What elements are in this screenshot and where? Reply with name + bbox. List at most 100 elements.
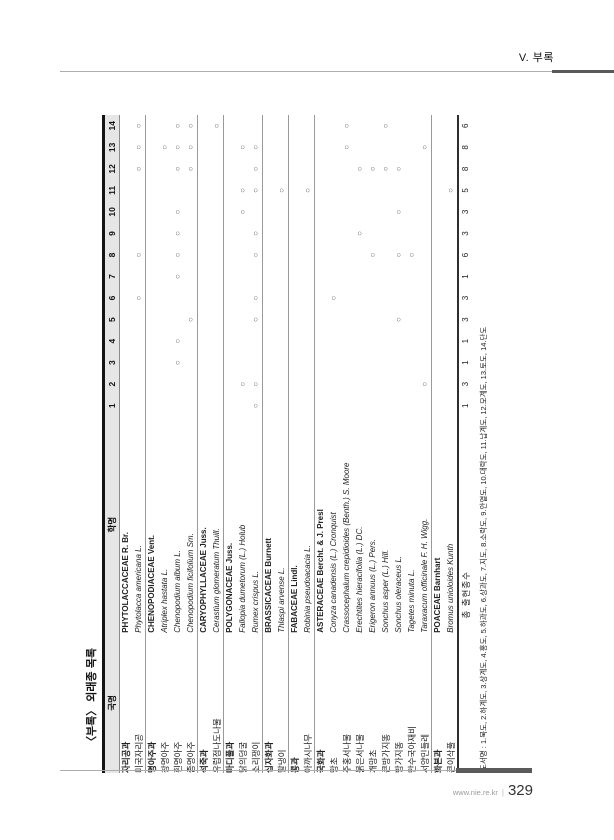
presence-mark-cell: [119, 179, 133, 202]
presence-mark-cell: [288, 115, 302, 137]
presence-mark-cell: [145, 179, 159, 202]
presence-mark-cell: [237, 266, 250, 288]
presence-mark-cell: ○: [355, 166, 364, 172]
korean-name-cell: 서양민들레: [419, 733, 430, 773]
species-row: 만수국아재비 Tagetes minuta L. ○: [406, 115, 419, 773]
presence-mark-cell: [445, 309, 458, 331]
scientific-name-cell: CARYOPHYLLACEAE Juss.: [197, 416, 211, 633]
presence-mark-cell: [445, 201, 458, 223]
presence-mark-cell: [119, 265, 133, 288]
col-header-scientific-name: 학명: [103, 416, 120, 633]
presence-mark-cell: [419, 266, 432, 288]
header-row: 국명 학명 1 2 3 4 5 6 7 8 9 10 11 12 13 14: [103, 115, 120, 773]
presence-mark-cell: [197, 330, 211, 352]
presence-mark-cell: [341, 309, 354, 331]
presence-mark-cell: [354, 395, 367, 417]
presence-mark-cell: [393, 115, 406, 137]
presence-mark-cell: [302, 223, 315, 245]
presence-mark-cell: [223, 265, 237, 288]
presence-mark-cell: [288, 330, 302, 352]
presence-mark-cell: [159, 223, 172, 245]
presence-mark-cell: [445, 330, 458, 352]
presence-mark-cell: [380, 309, 393, 331]
korean-name-cell: 큰이삭풀: [445, 741, 456, 773]
presence-mark-cell: [159, 352, 172, 374]
korean-name-cell: 유럽점나도나물: [211, 718, 222, 773]
col-header-site-10: 10: [103, 201, 120, 223]
presence-mark-cell: [197, 351, 211, 374]
presence-mark-cell: [302, 373, 315, 395]
presence-mark-cell: [262, 222, 276, 245]
presence-mark-cell: ○: [133, 144, 143, 150]
presence-mark-cell: ○: [407, 252, 416, 258]
presence-mark-cell: [211, 266, 224, 288]
presence-mark-cell: [341, 244, 354, 266]
presence-mark-cell: [119, 351, 133, 374]
species-row: 주홍서나물 Crassocephalum crepidioides (Benth.…: [341, 115, 354, 773]
presence-mark-cell: [288, 158, 302, 180]
presence-mark-cell: ○: [133, 295, 143, 301]
presence-mark-cell: [393, 352, 406, 374]
presence-mark-cell: [159, 201, 172, 223]
presence-mark-cell: ○: [250, 187, 260, 193]
presence-mark-cell: ○: [342, 123, 351, 129]
presence-mark-cell: [431, 201, 445, 223]
presence-mark-cell: [406, 373, 419, 395]
species-row: 좀명아주 Chenopodium ficifolium Sm. ○ ○ ○ ○: [185, 115, 198, 773]
presence-mark-cell: [380, 395, 393, 417]
presence-mark-cell: [419, 158, 432, 180]
korean-name-cell: 창명아주: [160, 741, 170, 773]
presence-mark-cell: [445, 244, 458, 266]
presence-mark-cell: [145, 222, 159, 245]
presence-mark-cell: [406, 158, 419, 180]
scientific-name-cell: Conyza canadensis (L.) Cronquist: [329, 512, 338, 633]
species-row: 닭의덩굴 Fallopia dumetorum (L.) Holub ○ ○ ○ ○: [237, 115, 250, 773]
presence-mark-cell: [223, 244, 237, 266]
presence-mark-cell: [302, 330, 315, 352]
header-rule-accent: [552, 69, 614, 73]
presence-mark-cell: [223, 330, 237, 352]
presence-mark-cell: [380, 373, 393, 395]
presence-mark-cell: [314, 222, 328, 245]
col-header-site-5: 5: [103, 308, 120, 331]
presence-mark-cell: ○: [381, 123, 390, 129]
presence-mark-cell: [393, 287, 406, 309]
korean-name-cell: 화본과: [431, 632, 445, 773]
presence-mark-cell: [314, 244, 328, 266]
korean-name-cell: 주홍서나물: [342, 733, 352, 773]
species-row: 방가지똥 Sonchus oleraceus L. ○ ○ ○ ○: [393, 115, 406, 773]
korean-name-cell: 망초: [329, 757, 339, 773]
korean-name-cell: 석죽과: [197, 632, 211, 773]
presence-mark-cell: [133, 330, 146, 352]
presence-mark-cell: ○: [173, 231, 182, 236]
presence-mark-cell: [262, 201, 276, 223]
presence-mark-cell: [262, 330, 276, 352]
presence-mark-cell: [302, 201, 315, 223]
presence-mark-cell: [328, 373, 341, 395]
presence-mark-cell: [250, 330, 263, 352]
presence-mark-cell: [276, 115, 289, 137]
presence-mark-cell: ○: [250, 295, 260, 301]
presence-mark-cell: ○: [394, 166, 403, 172]
presence-mark-cell: [119, 373, 133, 395]
scientific-name-cell: POACEAE Barnhart: [431, 416, 445, 633]
presence-mark-cell: [431, 394, 445, 417]
presence-mark-cell: [211, 373, 224, 395]
presence-mark-cell: [159, 373, 172, 395]
presence-mark-cell: [367, 115, 380, 137]
footer-page-number: 329: [507, 782, 533, 799]
presence-mark-cell: [367, 201, 380, 223]
presence-mark-cell: [393, 330, 406, 352]
col-header-site-14: 14: [103, 115, 120, 137]
presence-mark-cell: [302, 137, 315, 159]
presence-mark-cell: [341, 330, 354, 352]
presence-mark-cell: ○: [185, 317, 195, 322]
presence-mark-cell: [119, 158, 133, 180]
presence-mark-cell: [185, 223, 198, 245]
presence-mark-cell: [288, 222, 302, 245]
presence-mark-cell: [341, 158, 354, 180]
presence-mark-cell: [367, 330, 380, 352]
presence-mark-cell: [341, 373, 354, 395]
presence-mark-cell: [223, 308, 237, 331]
presence-mark-cell: [185, 201, 198, 223]
